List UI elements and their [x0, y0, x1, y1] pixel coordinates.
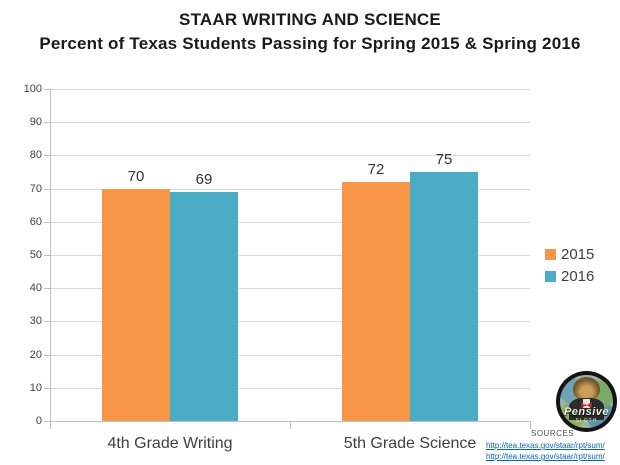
- y-axis-label-70: 70: [29, 182, 42, 195]
- y-axis-label-40: 40: [29, 282, 42, 295]
- gridline-100: [50, 89, 530, 90]
- source-link-1[interactable]: http://tea.texas.gov/staar/rpt/sum/: [486, 441, 605, 450]
- gridline-20: [50, 354, 530, 356]
- gridline-80: [50, 155, 530, 157]
- sloth-shirt-icon: [583, 399, 590, 408]
- x-axis-label-5th-grade-science: 5th Grade Science: [343, 435, 477, 452]
- chart-title-line-2: Percent of Texas Students Passing for Sp…: [39, 34, 581, 53]
- y-axis-tick-60: [44, 221, 50, 223]
- bar-value-2016-5th-grade-science: 75: [435, 151, 453, 168]
- y-axis-label-30: 30: [29, 315, 42, 328]
- x-axis-label-4th-grade-writing: 4th Grade Writing: [107, 435, 233, 452]
- y-axis-label-50: 50: [29, 249, 42, 261]
- logo-background: the Pensive SLOTH: [560, 375, 613, 428]
- chart-title: STAAR WRITING AND SCIENCE Percent of Tex…: [0, 8, 620, 56]
- x-axis-tick-2: [530, 421, 531, 429]
- y-axis-tick-90: [44, 122, 50, 124]
- bar-2015-4th-grade-writing: [102, 188, 170, 421]
- bow-tie-icon: [581, 402, 592, 408]
- x-axis-tick-0: [50, 421, 51, 429]
- y-axis-label-100: 100: [23, 83, 42, 95]
- y-axis-tick-80: [44, 155, 50, 157]
- y-axis-tick-100: [44, 89, 50, 90]
- legend-swatch-2016: [545, 270, 556, 282]
- source-link-2[interactable]: http://tea.texas.gov/staar/rpt/sum/: [486, 452, 605, 461]
- y-axis-tick-20: [44, 354, 50, 356]
- bar-value-2015-4th-grade-writing: 70: [127, 167, 145, 185]
- chart-title-line-1: STAAR WRITING AND SCIENCE: [179, 10, 441, 29]
- logo-text-the: the: [583, 401, 590, 407]
- y-axis-label-0: 0: [35, 415, 42, 427]
- y-axis-tick-30: [44, 321, 50, 323]
- sloth-suit-icon: [569, 398, 604, 420]
- legend-label-2015: 2015: [561, 245, 595, 263]
- y-axis-tick-0: [44, 421, 50, 422]
- sources-label: SOURCES: [531, 429, 575, 438]
- y-axis-tick-40: [44, 288, 50, 290]
- bar-value-2016-4th-grade-writing: 69: [195, 170, 213, 188]
- logo-text-sloth: SLOTH: [575, 418, 598, 424]
- logo-text-main: Pensive: [563, 406, 610, 418]
- y-axis-tick-50: [44, 255, 50, 256]
- y-axis-label-20: 20: [29, 348, 42, 361]
- y-axis-label-80: 80: [29, 149, 42, 162]
- y-axis-line: [50, 89, 51, 421]
- bar-2016-5th-grade-science: [410, 172, 478, 421]
- gridline-40: [50, 288, 530, 290]
- y-axis-tick-10: [44, 387, 50, 389]
- gridline-50: [50, 255, 530, 256]
- bar-2015-5th-grade-science: [342, 181, 410, 421]
- y-axis-label-60: 60: [29, 215, 42, 228]
- legend-label-2016: 2016: [561, 267, 595, 285]
- gridline-60: [50, 221, 530, 223]
- gridline-30: [50, 321, 530, 323]
- gridline-90: [50, 122, 530, 124]
- gridline-70: [50, 188, 530, 190]
- bar-value-2015-5th-grade-science: 72: [367, 160, 385, 178]
- y-axis-tick-70: [44, 188, 50, 190]
- y-axis-label-90: 90: [29, 116, 42, 129]
- legend-item-2015: 2015: [545, 246, 594, 262]
- legend-item-2016: 2016: [545, 268, 594, 284]
- legend-swatch-2015: [545, 248, 556, 260]
- bar-2016-4th-grade-writing: [170, 191, 238, 421]
- sloth-head-icon: [573, 377, 600, 401]
- y-axis-label-10: 10: [29, 381, 42, 394]
- x-axis-tick-1: [290, 421, 291, 429]
- pensive-sloth-logo: the Pensive SLOTH: [556, 371, 617, 432]
- gridline-10: [50, 387, 530, 389]
